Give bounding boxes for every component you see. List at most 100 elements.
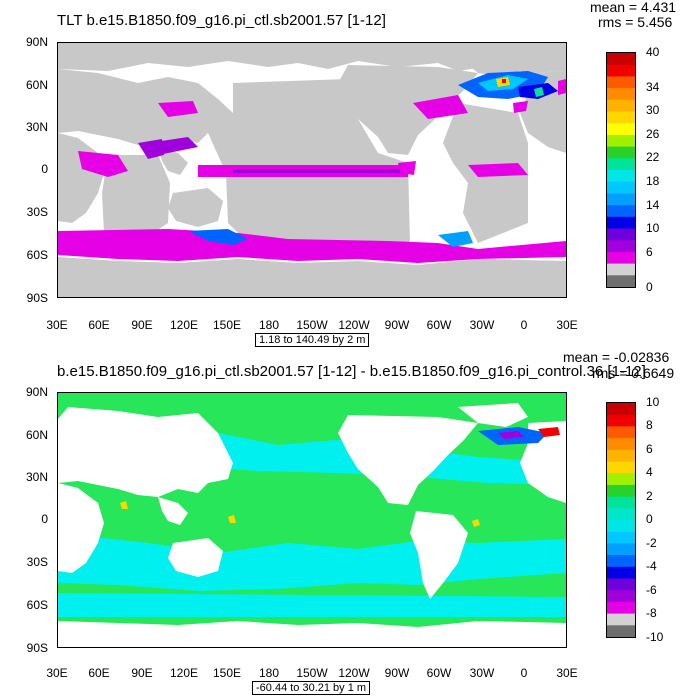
panel-1-lon-label: 120W: [338, 318, 370, 332]
colorbar-swatch: [607, 251, 635, 265]
panel-1-title: TLT b.e15.B1850.f09_g16.pi_ctl.sb2001.57…: [57, 12, 386, 29]
land-north-america: [338, 415, 478, 505]
panel-1-lon-label: 90W: [384, 318, 410, 332]
colorbar-label: 22: [646, 150, 660, 164]
panel-1-lat-60n: 60N: [25, 78, 48, 92]
panel-1-lat-90s: 90S: [26, 291, 48, 305]
panel-2-lon-label: 180: [258, 666, 280, 680]
colorbar-label: 10: [646, 221, 660, 235]
panel-1-map-svg: [58, 43, 566, 297]
panel-1-lon-label: 60E: [88, 318, 110, 332]
panel-1-lon-label: 180: [258, 318, 280, 332]
panel-1-mean: mean = 4.431: [590, 0, 677, 15]
colorbar-label: -6: [646, 583, 657, 597]
panel-2-title: b.e15.B1850.f09_g16.pi_ctl.sb2001.57 [1-…: [57, 363, 646, 380]
colorbar-swatch: [607, 275, 635, 287]
panel-2-mean: mean = -0.02836: [563, 349, 670, 365]
colorbar-swatch: [607, 263, 635, 276]
panel-2-lon-label: 30W: [469, 666, 495, 680]
colorbar-swatch: [607, 99, 635, 112]
panel-1-colorbar: [606, 52, 636, 288]
land-arctic: [58, 43, 566, 73]
panel-1-rms: rms = 5.456: [598, 14, 673, 30]
colorbar-swatch: [607, 88, 635, 101]
panel-1-lat-30s: 30S: [26, 205, 48, 219]
colorbar-swatch: [607, 123, 635, 136]
colorbar-swatch: [607, 134, 635, 148]
panel-2-colorbar: [606, 402, 636, 638]
land-southeast-asia: [158, 497, 188, 525]
colorbar-swatch: [607, 590, 635, 603]
panel-2-lon-label: 90E: [131, 666, 153, 680]
panel-2-lon-label: 60W: [426, 666, 452, 680]
panel-2-lon-label: 0: [520, 666, 528, 680]
land-antarctica: [58, 621, 566, 647]
colorbar-label: 0: [646, 512, 653, 526]
colorbar-label: 6: [646, 245, 653, 259]
colorbar-label: 18: [646, 174, 660, 188]
colorbar-swatch: [607, 625, 635, 637]
colorbar-swatch: [607, 426, 635, 439]
colorbar-swatch: [607, 531, 635, 544]
colorbar-label: 6: [646, 442, 653, 456]
colorbar-swatch: [607, 543, 635, 556]
colorbar-label: -10: [646, 630, 664, 644]
land-australia: [168, 188, 223, 227]
colorbar-swatch: [607, 193, 635, 206]
panel-1-lat-30n: 30N: [25, 120, 48, 134]
land-europe-asia: [58, 407, 233, 497]
panel-1-map: [57, 42, 567, 298]
panel-2-lat-90s: 90S: [26, 641, 48, 655]
colorbar-swatch: [607, 403, 635, 416]
colorbar-swatch: [607, 181, 635, 194]
panel-1-lon-label: 30W: [469, 318, 495, 332]
panel-2-lat-30n: 30N: [25, 470, 48, 484]
panel-1-lon-label: 0: [520, 318, 528, 332]
panel-2-lon-label: 60E: [88, 666, 110, 680]
panel-1-lat-90n: 90N: [25, 35, 48, 49]
land-southeast-asia: [158, 147, 188, 175]
colorbar-label: 2: [646, 489, 653, 503]
panel-2-lon-label: 120E: [169, 666, 199, 680]
colorbar-swatch: [607, 205, 635, 218]
colorbar-swatch: [607, 438, 635, 451]
colorbar-swatch: [607, 555, 635, 568]
colorbar-label: 34: [646, 80, 660, 94]
colorbar-swatch: [607, 449, 635, 462]
colorbar-swatch: [607, 496, 635, 509]
colorbar-swatch: [607, 473, 635, 486]
panel-2-lon-label: 150E: [212, 666, 242, 680]
land-north-america: [338, 65, 478, 155]
colorbar-swatch: [607, 414, 635, 427]
colorbar-label: 14: [646, 198, 660, 212]
panel-2-lat-labels: 90N 60N 30N 0 30S 60S 90S: [26, 385, 567, 655]
colorbar-label: -4: [646, 559, 657, 573]
colorbar-swatch: [607, 216, 635, 229]
colorbar-swatch: [607, 520, 635, 533]
colorbar-swatch: [607, 170, 635, 183]
colorbar-swatch: [607, 484, 635, 498]
colorbar-swatch: [607, 53, 635, 66]
land-australia: [168, 538, 223, 577]
land-south-america: [410, 161, 468, 249]
panel-2-map-svg: [58, 393, 566, 647]
panel-1-range-note: 1.18 to 140.49 by 2 m: [255, 333, 370, 347]
panel-1-lon-label: 60W: [426, 318, 452, 332]
panel-2-lon-label: 90W: [384, 666, 410, 680]
panel-2-lat-0: 0: [41, 512, 48, 526]
colorbar-swatch: [607, 508, 635, 521]
colorbar-swatch: [607, 578, 635, 591]
colorbar-swatch: [607, 613, 635, 626]
land-south-america: [410, 511, 468, 599]
colorbar-label: -2: [646, 536, 657, 550]
colorbar-label: -8: [646, 606, 657, 620]
panel-1-colorbar-svg: [607, 53, 635, 287]
panel-1-lon-label: 30E: [556, 318, 578, 332]
colorbar-swatch: [607, 76, 635, 89]
colorbar-label: 0: [646, 280, 653, 294]
land-greenland: [458, 53, 528, 77]
colorbar-swatch: [607, 566, 635, 579]
colorbar-swatch: [607, 240, 635, 253]
colorbar-swatch: [607, 146, 635, 159]
panel-1-lon-label: 150W: [296, 318, 328, 332]
